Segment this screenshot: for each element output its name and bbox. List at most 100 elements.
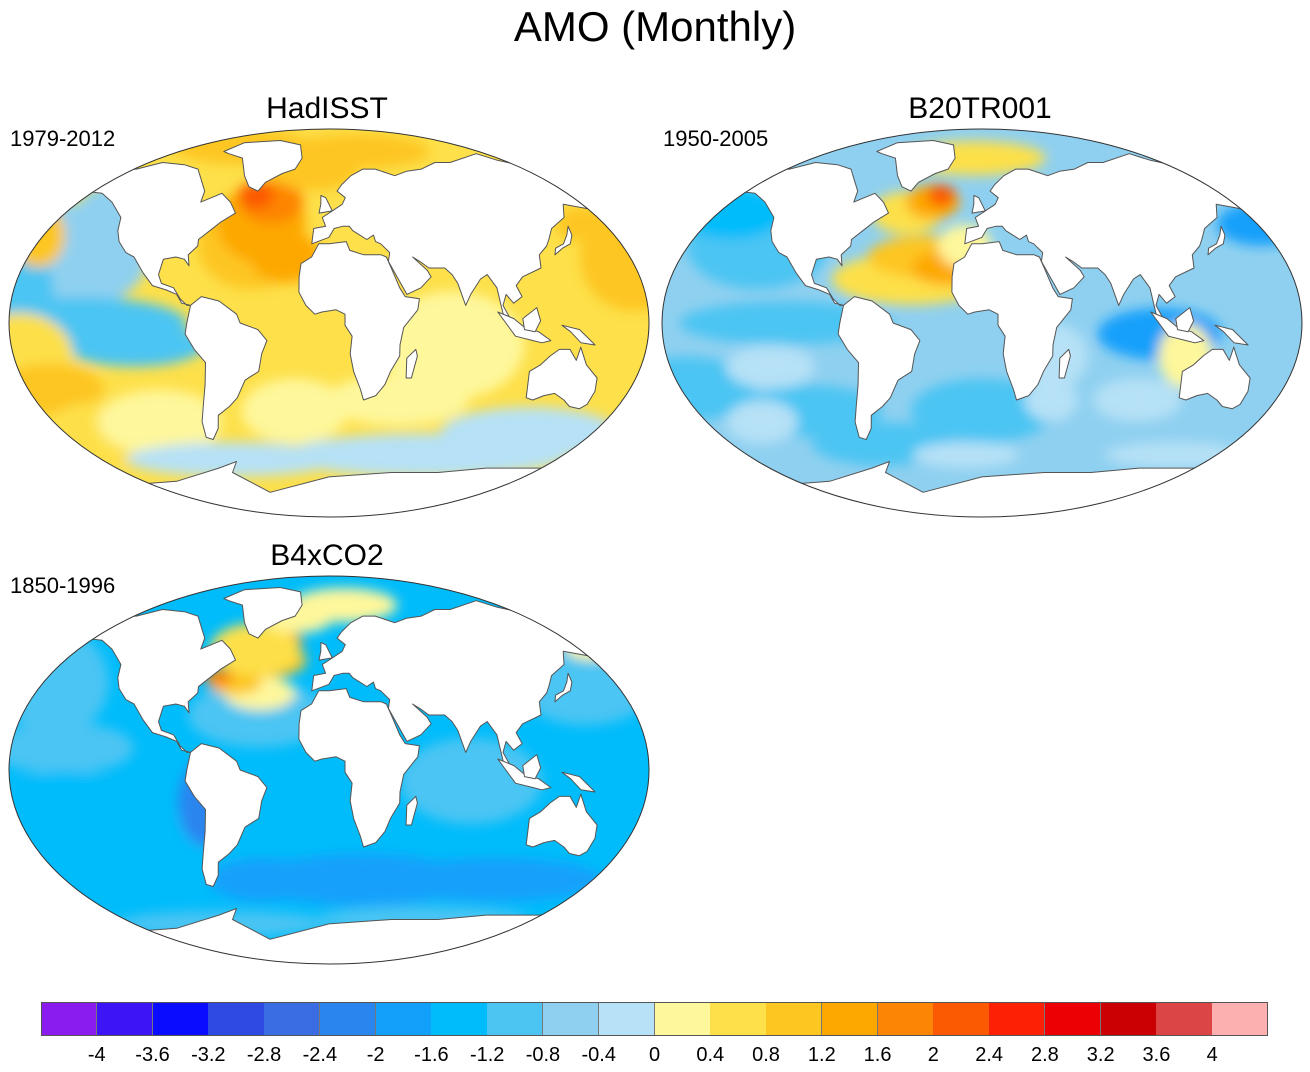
colorbar-box [319, 1002, 377, 1036]
colorbar-tick-label: -1.2 [469, 1044, 505, 1066]
colorbar-box [989, 1002, 1046, 1036]
land-eurasia [311, 600, 610, 767]
land-greenland [876, 140, 956, 192]
land-australia [525, 346, 598, 410]
colorbar-box [598, 1002, 655, 1036]
anomaly-contour [726, 345, 815, 389]
anomaly-contour [11, 202, 65, 268]
land-eurasia [311, 153, 610, 320]
colorbar-box [264, 1002, 321, 1036]
colorbar-tick-label: -2.4 [302, 1044, 338, 1066]
anomaly-contour [9, 770, 136, 858]
anomaly-contour [187, 682, 330, 748]
land-madagascar [405, 795, 418, 826]
colorbar-box [1044, 1002, 1102, 1036]
land-australia [1178, 346, 1251, 410]
landmasses [54, 140, 636, 517]
colorbar-tick-label: -0.4 [581, 1044, 616, 1066]
land-newguinea [1214, 324, 1249, 346]
land-northAmerica [62, 162, 236, 306]
anomaly-contour [1024, 378, 1078, 422]
colorbar-tick-label: 3.6 [1142, 1044, 1171, 1066]
land-eurasia [964, 153, 1263, 320]
panel-period-hadisst: 1979-2012 [10, 126, 116, 151]
colorbar-tick-label: 2 [927, 1044, 939, 1066]
colorbar-tick-label: 1.6 [863, 1044, 892, 1066]
colorbar-box [375, 1002, 432, 1036]
land-southAmerica [837, 296, 921, 440]
panel-period-b4xco2: 1850-1996 [10, 573, 116, 598]
anomaly-contour [1104, 442, 1247, 468]
colorbar-tick-label: 3.2 [1086, 1044, 1115, 1066]
colorbar-tick-label: -3.2 [191, 1044, 226, 1066]
anomaly-contour [927, 184, 956, 207]
land-australia [525, 793, 598, 857]
land-borneo [522, 754, 542, 780]
land-britain [318, 642, 333, 661]
colorbar-box [877, 1002, 934, 1036]
land-greenland [223, 140, 303, 192]
land-madagascar [405, 348, 418, 379]
colorbar-box [431, 1002, 488, 1036]
anomaly-contour [1216, 202, 1302, 246]
anomaly-contour [9, 722, 134, 774]
colorbar-box [208, 1002, 265, 1036]
land-borneo [1175, 307, 1195, 333]
colorbar-box [933, 1002, 990, 1036]
map-outline [8, 575, 650, 965]
colorbar-tick-label: 2.4 [975, 1044, 1004, 1066]
anomaly-contour [440, 407, 619, 459]
colorbar-tick-label: -4 [87, 1044, 106, 1066]
map-b20tr001 [661, 128, 1303, 518]
map-body [9, 129, 649, 517]
colorbar-box [96, 1002, 154, 1036]
anomaly-contour [208, 858, 316, 902]
anomaly-contour [1093, 378, 1182, 422]
anomaly-contour [126, 442, 340, 477]
map-outline [8, 128, 650, 518]
colorbar-box [1156, 1002, 1213, 1036]
colorbar-box [710, 1002, 767, 1036]
colorbar-tick-label: -2 [366, 1044, 385, 1066]
map-hadisst [8, 128, 650, 518]
anomaly-contour [241, 378, 349, 444]
map-body [9, 576, 649, 964]
anomaly-contour [238, 182, 274, 209]
land-britain [971, 195, 986, 214]
colorbar-tick-label: 4 [1206, 1044, 1218, 1066]
colorbar-box [821, 1002, 879, 1036]
anomaly-contour [912, 442, 1020, 468]
land-madagascar [1058, 348, 1071, 379]
colorbar-tick-label: -1.6 [414, 1044, 449, 1066]
map-b4xco2 [8, 575, 650, 965]
anomaly-contour [726, 400, 798, 444]
map-body [662, 129, 1302, 517]
land-africa [951, 241, 1073, 401]
land-northAmerica [715, 162, 889, 306]
land-northAmerica [62, 609, 236, 753]
land-japan [1207, 225, 1226, 256]
land-southAmerica [184, 296, 268, 440]
panel-title-b20tr001: B20TR001 [908, 92, 1052, 125]
map-outline [661, 128, 1303, 518]
land-greenland [223, 587, 303, 639]
land-japan [554, 672, 573, 703]
colorbar-box [766, 1002, 823, 1036]
land-japan [554, 225, 573, 256]
colorbar-box [41, 1002, 98, 1036]
colorbar-tick-label: 0.4 [696, 1044, 725, 1066]
colorbar-tick-label: 0 [648, 1044, 661, 1066]
anomaly-contour [97, 389, 223, 455]
colorbar-box [1212, 1002, 1269, 1036]
land-africa [298, 688, 420, 848]
land-africa [298, 241, 420, 401]
colorbar [41, 1002, 1269, 1036]
anomaly-contour [389, 858, 603, 902]
anomaly-contour [382, 291, 525, 399]
land-borneo [522, 307, 542, 333]
colorbar-box [1100, 1002, 1157, 1036]
colorbar-box [152, 1002, 209, 1036]
colorbar-tick-label: 2.8 [1031, 1044, 1059, 1066]
colorbar-tick-label: -3.6 [135, 1044, 170, 1066]
colorbar-box [542, 1002, 600, 1036]
